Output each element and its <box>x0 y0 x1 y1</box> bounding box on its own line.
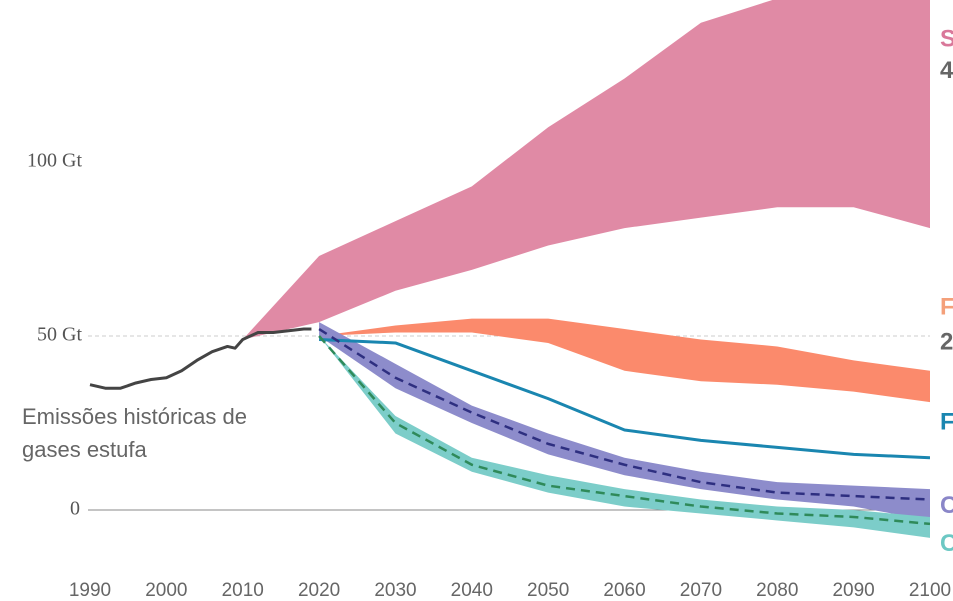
y-tick-label: 50 Gt <box>37 324 82 346</box>
side-label: 4 <box>940 57 953 84</box>
line <box>318 335 930 526</box>
y-tick-label: 0 <box>70 498 80 520</box>
x-tick-label: 2020 <box>298 580 340 601</box>
x-tick-label: 1990 <box>69 580 111 601</box>
band <box>242 0 930 340</box>
side-label: C <box>940 492 953 519</box>
x-tick-label: 2080 <box>756 580 798 601</box>
x-tick-label: 2050 <box>527 580 569 601</box>
line <box>319 337 930 460</box>
x-tick-label: 2100 <box>909 580 951 601</box>
annotation: Emissões históricas de <box>22 404 247 429</box>
y-tick-label: 100 Gt <box>27 150 82 172</box>
x-tick-label: 2060 <box>603 580 645 601</box>
line <box>318 327 930 501</box>
x-tick-label: 2070 <box>680 580 722 601</box>
annotation: gases estufa <box>22 437 148 462</box>
x-tick-label: 2030 <box>374 580 416 601</box>
side-label: C <box>940 530 953 557</box>
side-label: F <box>940 408 953 435</box>
side-label: S <box>940 26 953 53</box>
x-tick-label: 2040 <box>451 580 493 601</box>
line <box>89 327 312 390</box>
plot-area <box>89 0 930 538</box>
band <box>319 322 930 521</box>
x-tick-label: 2090 <box>832 580 874 601</box>
x-tick-label: 2000 <box>145 580 187 601</box>
x-tick-label: 2010 <box>222 580 264 601</box>
side-label: F <box>940 294 953 321</box>
band <box>319 318 930 403</box>
side-label: 2 <box>940 328 953 355</box>
